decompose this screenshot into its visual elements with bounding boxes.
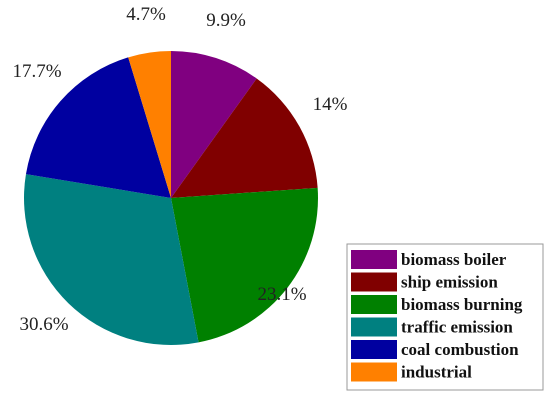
legend-label: biomass burning	[401, 295, 523, 314]
legend-swatch	[351, 295, 397, 314]
pie-slices	[24, 51, 319, 346]
legend-swatch	[351, 362, 397, 382]
legend: biomass boiler ship emission biomass burni…	[346, 243, 544, 391]
legend-label: ship emission	[401, 273, 498, 292]
slice-value-label: 30.6%	[19, 314, 68, 335]
legend-label: biomass boiler	[401, 250, 507, 269]
pie-slice-industrial	[128, 51, 171, 198]
slice-value-label: 9.9%	[206, 10, 246, 31]
legend-swatch	[351, 317, 397, 337]
legend-swatch	[351, 250, 397, 269]
slice-value-label: 4.7%	[126, 4, 166, 25]
pie-slice-biomass-boiler	[171, 51, 257, 198]
pie-slice-ship-emission	[171, 78, 318, 198]
slice-value-label: 14%	[313, 94, 348, 115]
legend-swatch	[351, 340, 397, 359]
pie-value-labels: 9.9% 14% 23.1% 30.6% 17.7% 4.7%	[12, 4, 347, 335]
legend-swatch	[351, 272, 397, 292]
slice-value-label: 23.1%	[257, 284, 306, 305]
pie-slice-biomass-burning	[171, 187, 319, 343]
legend-label: traffic emission	[401, 318, 513, 337]
legend-label: industrial	[401, 363, 472, 382]
pie-slice-coal-combustion	[25, 57, 172, 198]
slice-value-label: 17.7%	[12, 61, 61, 82]
legend-label: coal combustion	[401, 340, 519, 359]
pie-slice-traffic-emission	[24, 174, 199, 346]
